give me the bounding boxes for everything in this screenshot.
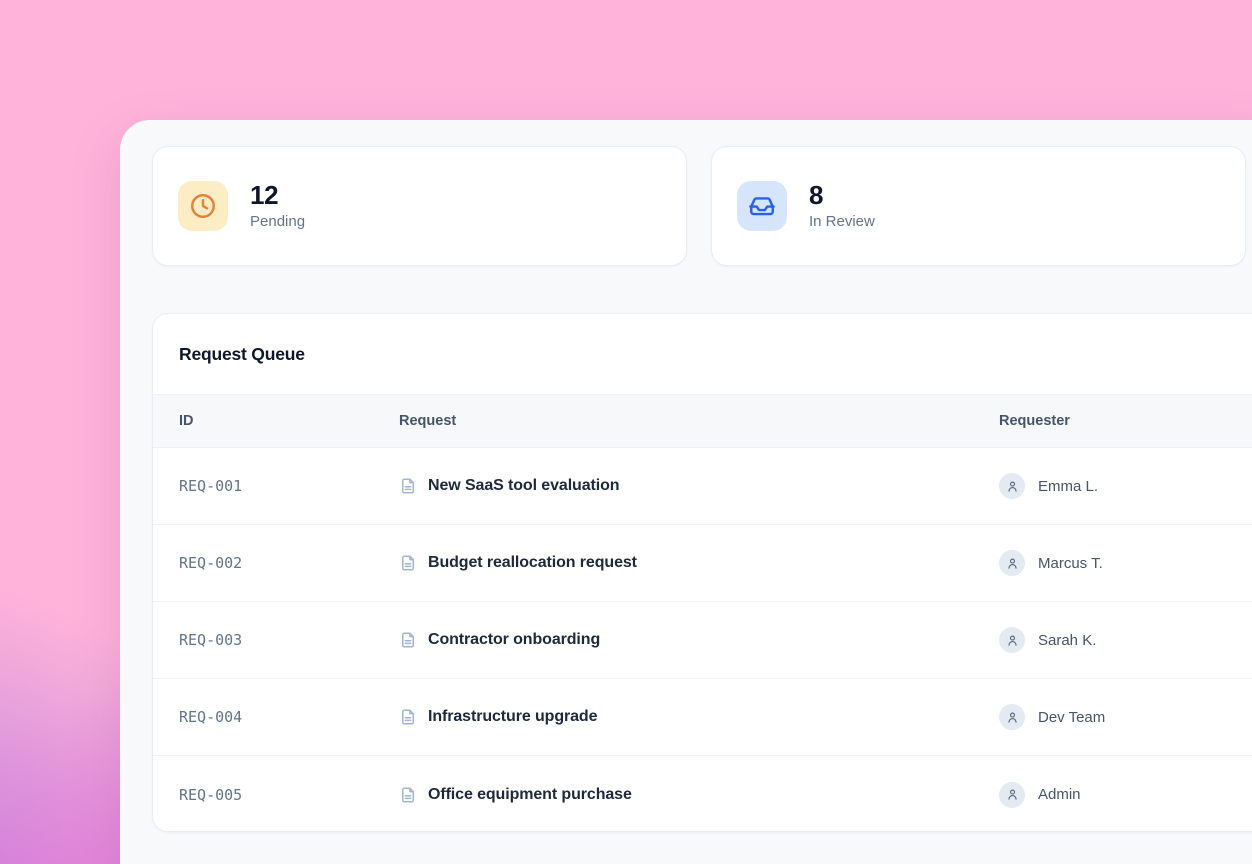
request-cell: Office equipment purchase — [399, 786, 999, 804]
request-title: Office equipment purchase — [428, 785, 632, 803]
document-icon — [399, 786, 417, 804]
inbox-icon — [737, 181, 787, 231]
user-avatar-icon — [999, 473, 1025, 499]
request-title: Contractor onboarding — [428, 631, 601, 648]
user-avatar-icon — [999, 550, 1025, 576]
stat-text: 8 In Review — [809, 179, 875, 231]
stat-label-in-review: In Review — [809, 213, 875, 231]
requester-name: Dev Team — [1038, 708, 1106, 726]
stats-row: 12 Pending 8 In Review — [152, 146, 1246, 266]
table-row[interactable]: REQ-002 Budget reallocation request Marc… — [153, 525, 1252, 602]
request-cell: New SaaS tool evaluation — [399, 477, 999, 495]
requester-name: Sarah K. — [1038, 631, 1097, 649]
requester-name: Admin — [1038, 786, 1081, 803]
request-queue-card: Request Queue ID Request Requester REQ-0… — [152, 313, 1252, 832]
requester-cell: Sarah K. — [999, 627, 1252, 653]
request-id: REQ-005 — [179, 785, 243, 804]
table-row[interactable]: REQ-005 Office equipment purchase Admin — [153, 756, 1252, 831]
request-id: REQ-001 — [179, 477, 243, 495]
page-title: Request Queue — [179, 343, 305, 364]
table-row[interactable]: REQ-001 New SaaS tool evaluation Emma L. — [153, 448, 1252, 525]
table-row[interactable]: REQ-004 Infrastructure upgrade Dev Team — [153, 679, 1252, 756]
column-header-requester: Requester — [999, 413, 1070, 429]
request-cell: Contractor onboarding — [399, 631, 999, 649]
request-id: REQ-003 — [179, 631, 243, 649]
stat-value-in-review: 8 — [809, 179, 824, 210]
user-avatar-icon — [999, 781, 1025, 808]
clock-icon — [178, 181, 228, 231]
request-title: Infrastructure upgrade — [428, 708, 598, 725]
request-cell: Infrastructure upgrade — [399, 708, 999, 726]
request-cell: Budget reallocation request — [399, 554, 999, 572]
document-icon — [399, 631, 417, 649]
requester-cell: Marcus T. — [999, 550, 1252, 576]
request-id: REQ-004 — [179, 708, 243, 726]
requester-name: Marcus T. — [1038, 554, 1103, 572]
request-title: Budget reallocation request — [428, 554, 637, 571]
document-icon — [399, 708, 417, 726]
requester-name: Emma L. — [1038, 477, 1099, 495]
table-row[interactable]: REQ-003 Contractor onboarding Sarah K. — [153, 602, 1252, 679]
requester-cell: Emma L. — [999, 473, 1252, 499]
stat-value-pending: 12 — [250, 179, 279, 210]
stat-label-pending: Pending — [250, 213, 306, 231]
user-avatar-icon — [999, 704, 1025, 730]
stat-text: 12 Pending — [250, 179, 306, 231]
table-title-row: Request Queue — [153, 314, 1252, 395]
user-avatar-icon — [999, 627, 1025, 653]
request-id: REQ-002 — [179, 554, 243, 572]
stat-card-pending: 12 Pending — [152, 146, 687, 266]
document-icon — [399, 477, 417, 495]
table-header-row: ID Request Requester — [153, 395, 1252, 448]
app-panel: 12 Pending 8 In Review Request Queue ID … — [120, 120, 1252, 864]
document-icon — [399, 554, 417, 572]
column-header-id: ID — [179, 413, 194, 429]
requester-cell: Admin — [999, 781, 1252, 808]
request-title: New SaaS tool evaluation — [428, 477, 620, 494]
stat-card-in-review: 8 In Review — [711, 146, 1246, 266]
column-header-request: Request — [399, 413, 457, 429]
requester-cell: Dev Team — [999, 704, 1252, 730]
